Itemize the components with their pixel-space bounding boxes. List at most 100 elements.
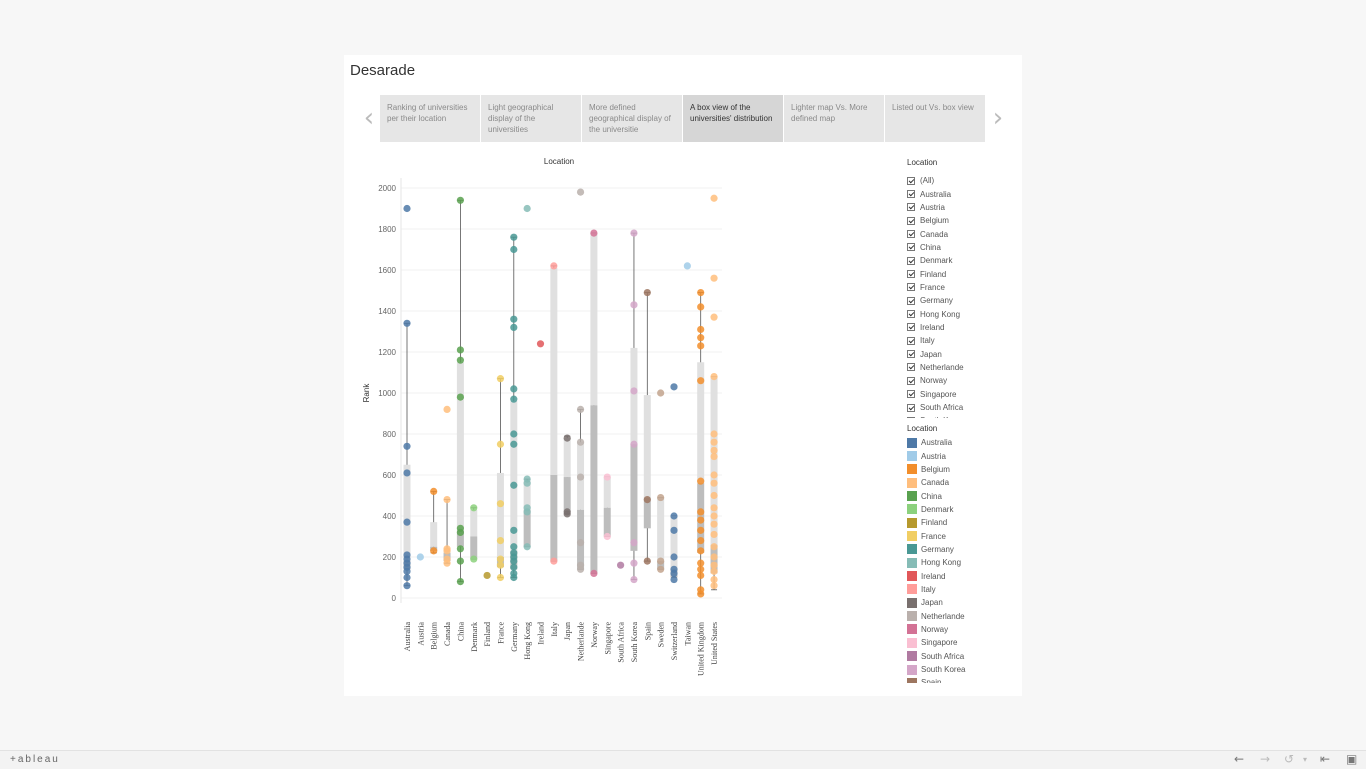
checkbox-icon[interactable] <box>907 310 915 319</box>
legend-swatch <box>907 437 917 448</box>
legend-item-label: Germany <box>921 544 954 554</box>
data-point <box>683 262 691 270</box>
story-point-2[interactable]: Light geographical display of the univer… <box>481 95 581 142</box>
filter-item[interactable]: Norway <box>907 374 1017 387</box>
legend-item[interactable]: Japan <box>907 596 1017 609</box>
filter-item[interactable]: Ireland <box>907 321 1017 334</box>
legend-item[interactable]: Austria <box>907 449 1017 462</box>
y-tick-label: 200 <box>383 553 397 562</box>
legend-item[interactable]: Italy <box>907 583 1017 596</box>
legend-item[interactable]: South Africa <box>907 650 1017 663</box>
redo-icon[interactable]: → <box>1260 752 1271 766</box>
filter-item[interactable]: France <box>907 281 1017 294</box>
legend-item[interactable]: Belgium <box>907 463 1017 476</box>
legend-swatch <box>907 464 917 475</box>
data-point <box>536 340 545 348</box>
filter-item[interactable]: China <box>907 241 1017 254</box>
data-point <box>697 377 705 385</box>
story-point-1[interactable]: Ranking of universities per their locati… <box>380 95 480 142</box>
legend-item[interactable]: Ireland <box>907 569 1017 582</box>
grid-lines <box>400 178 722 603</box>
data-point <box>456 545 464 553</box>
next-story-point-icon[interactable]: › <box>992 103 1004 133</box>
y-tick-label: 2000 <box>378 184 396 193</box>
filter-item-label: Canada <box>920 229 949 239</box>
checkbox-icon[interactable] <box>907 203 915 212</box>
checkbox-icon[interactable] <box>907 403 915 412</box>
checkbox-icon[interactable] <box>907 270 915 279</box>
data-point <box>670 383 678 391</box>
filter-item[interactable]: South Korea <box>907 414 1017 418</box>
checkbox-icon[interactable] <box>907 216 915 225</box>
checkbox-icon[interactable] <box>907 390 915 399</box>
checkbox-icon[interactable] <box>907 350 915 359</box>
data-point <box>630 559 638 567</box>
checkbox-icon[interactable] <box>907 363 915 372</box>
data-point <box>630 229 638 237</box>
legend-swatch <box>907 624 917 635</box>
legend-item[interactable]: Germany <box>907 543 1017 556</box>
x-tick-label: Spain <box>643 622 652 640</box>
checkbox-icon[interactable] <box>907 336 915 345</box>
filter-item[interactable]: South Africa <box>907 401 1017 414</box>
data-point <box>510 430 518 438</box>
filter-item[interactable]: Singapore <box>907 388 1017 401</box>
fullscreen-icon[interactable]: ▣ <box>1346 752 1358 766</box>
filter-item[interactable]: Austria <box>907 201 1017 214</box>
checkbox-icon[interactable] <box>907 283 915 292</box>
filter-item-label: Singapore <box>920 389 957 399</box>
legend-item[interactable]: France <box>907 529 1017 542</box>
data-point <box>697 508 705 516</box>
legend-item[interactable]: Canada <box>907 476 1017 489</box>
story-point-5[interactable]: Lighter map Vs. More defined map <box>784 95 884 142</box>
legend-item-label: Japan <box>921 598 943 608</box>
y-tick-label: 1600 <box>378 266 396 275</box>
legend-item[interactable]: China <box>907 489 1017 502</box>
filter-item[interactable]: Germany <box>907 294 1017 307</box>
checkbox-icon[interactable] <box>907 256 915 265</box>
checkbox-icon[interactable] <box>907 243 915 252</box>
legend-item[interactable]: Hong Kong <box>907 556 1017 569</box>
filter-item[interactable]: Hong Kong <box>907 307 1017 320</box>
data-point <box>510 440 518 448</box>
data-point <box>670 512 678 520</box>
filter-item[interactable]: Denmark <box>907 254 1017 267</box>
checkbox-icon[interactable] <box>907 176 915 185</box>
legend-item[interactable]: Finland <box>907 516 1017 529</box>
revert-icon[interactable]: ↺ <box>1284 752 1295 766</box>
checkbox-icon[interactable] <box>907 323 915 332</box>
share-icon[interactable]: ⇤ <box>1320 752 1331 766</box>
checkbox-icon[interactable] <box>907 376 915 385</box>
filter-item[interactable]: Canada <box>907 227 1017 240</box>
checkbox-icon[interactable] <box>907 416 915 418</box>
legend-item[interactable]: Norway <box>907 623 1017 636</box>
story-point-3[interactable]: More defined geographical display of the… <box>582 95 682 142</box>
legend-item[interactable]: Australia <box>907 436 1017 449</box>
filter-item[interactable]: Japan <box>907 347 1017 360</box>
prev-story-point-icon[interactable]: ‹ <box>363 103 375 133</box>
filter-item[interactable]: Finland <box>907 267 1017 280</box>
legend-item[interactable]: Denmark <box>907 503 1017 516</box>
legend-item-label: Spain <box>921 678 942 683</box>
legend-item[interactable]: Netherlande <box>907 609 1017 622</box>
legend-item-label: Belgium <box>921 464 950 474</box>
undo-icon[interactable]: ← <box>1234 752 1245 766</box>
checkbox-icon[interactable] <box>907 230 915 239</box>
x-axis-labels: Australia Austria Belgium Canada China Denmar… <box>403 621 719 676</box>
filter-item[interactable]: Australia <box>907 187 1017 200</box>
story-point-6[interactable]: Listed out Vs. box view <box>885 95 985 142</box>
pause-icon[interactable]: ▾ <box>1303 755 1308 764</box>
legend-item[interactable]: Spain <box>907 676 1017 683</box>
filter-item[interactable]: (All) <box>907 174 1017 187</box>
filter-item[interactable]: Belgium <box>907 214 1017 227</box>
story-point-4[interactable]: A box view of the universities' distribu… <box>683 95 783 142</box>
filter-item-label: South Korea <box>920 416 964 418</box>
data-point <box>403 551 411 559</box>
legend-item[interactable]: Singapore <box>907 636 1017 649</box>
filter-item[interactable]: Italy <box>907 334 1017 347</box>
data-point <box>670 575 678 584</box>
checkbox-icon[interactable] <box>907 296 915 305</box>
filter-item[interactable]: Netherlande <box>907 361 1017 374</box>
checkbox-icon[interactable] <box>907 190 915 199</box>
legend-item[interactable]: South Korea <box>907 663 1017 676</box>
